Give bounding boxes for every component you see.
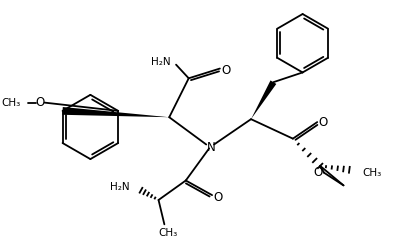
Polygon shape (251, 81, 277, 120)
Text: O: O (35, 96, 44, 109)
Text: O: O (318, 115, 328, 128)
Text: O: O (213, 190, 223, 203)
Text: H₂N: H₂N (110, 182, 129, 192)
Polygon shape (62, 108, 169, 118)
Text: N: N (207, 140, 215, 153)
Text: CH₃: CH₃ (362, 167, 381, 177)
Text: CH₃: CH₃ (1, 97, 20, 107)
Text: O: O (314, 166, 323, 178)
Text: H₂N: H₂N (151, 56, 170, 67)
Text: CH₃: CH₃ (159, 227, 178, 237)
Text: O: O (221, 64, 230, 77)
